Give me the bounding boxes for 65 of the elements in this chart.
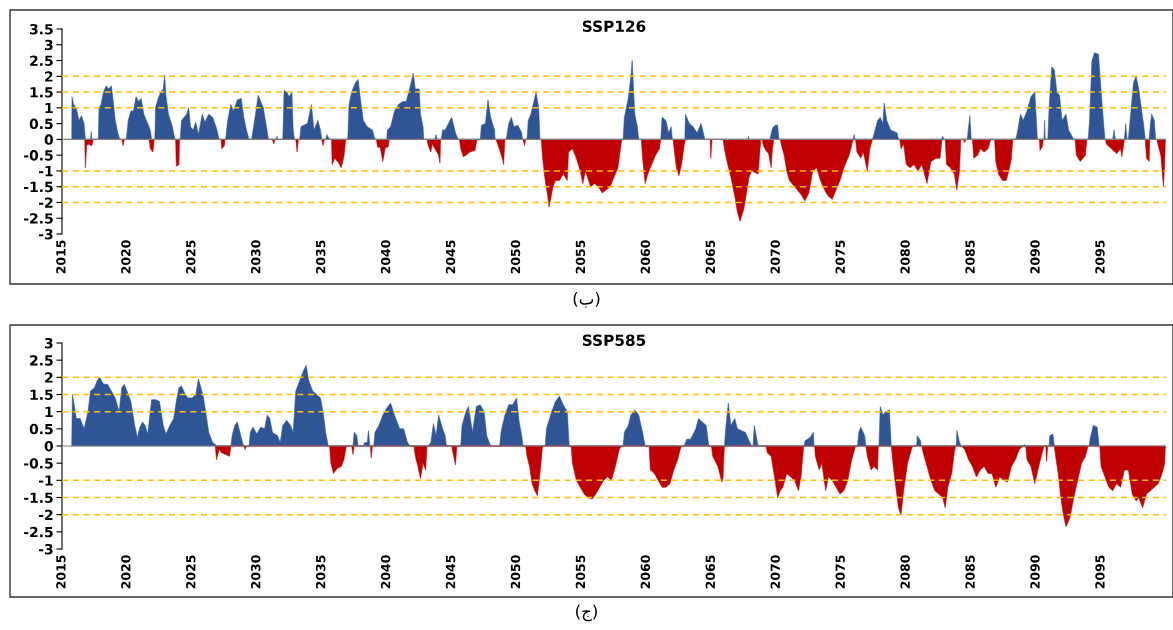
x-tick-label: 2055: [575, 240, 586, 274]
x-tick-label: 2050: [510, 555, 521, 589]
x-tick-label: 2080: [900, 240, 910, 274]
x-tick-label: 2085: [965, 555, 975, 589]
y-tick-label: 1.5: [30, 389, 53, 400]
x-tick-label: 2035: [315, 555, 326, 589]
y-tick-label: -2.5: [24, 213, 53, 224]
y-tick-label: 0.5: [29, 423, 53, 435]
y-tick-label: 2.5: [30, 355, 53, 366]
y-tick-label: -1: [38, 475, 53, 486]
y-tick-label: -3: [38, 228, 53, 240]
x-tick-label: 2040: [380, 555, 391, 589]
y-tick-label: -1.5: [24, 181, 53, 193]
y-tick-label: -1.5: [24, 492, 53, 503]
y-tick-label: -0.5: [24, 458, 53, 469]
x-tick-label: 2095: [1095, 240, 1105, 274]
y-tick-label: 1.5: [30, 87, 53, 98]
y-tick-label: 2.5: [30, 55, 53, 67]
x-tick-label: 2045: [445, 240, 456, 274]
y-tick-label: 3: [44, 337, 53, 349]
x-tick-label: 2035: [315, 240, 326, 274]
y-tick-label: -2.5: [24, 526, 53, 538]
x-tick-label: 2060: [640, 555, 651, 589]
chart-title: SSP585: [582, 334, 646, 346]
x-tick-label: 2030: [251, 240, 261, 274]
y-tick-label: -2: [38, 197, 53, 208]
x-tick-label: 2050: [510, 240, 521, 274]
y-tick-label: -2: [38, 509, 53, 520]
y-tick-label: 3.5: [29, 23, 53, 35]
text: (ب): [573, 291, 600, 308]
y-tick-label: -1: [38, 166, 53, 177]
x-tick-label: 2070: [770, 555, 780, 589]
y-tick-label: 3: [44, 39, 53, 51]
y-tick-label: 1: [45, 103, 53, 114]
x-tick-label: 2085: [965, 240, 975, 274]
text: (ج): [576, 604, 597, 622]
x-tick-label: 2025: [186, 240, 196, 274]
y-tick-label: -3: [38, 543, 53, 555]
x-tick-label: 2030: [251, 555, 261, 589]
x-tick-label: 2090: [1030, 555, 1040, 589]
x-tick-label: 2065: [705, 555, 716, 589]
y-tick-label: 0: [44, 134, 53, 145]
x-tick-label: 2075: [835, 555, 845, 589]
x-tick-label: 2075: [835, 240, 845, 274]
chart-title: SSP126: [582, 20, 646, 32]
x-tick-label: 2055: [575, 555, 586, 589]
y-tick-label: 0: [44, 440, 53, 452]
y-tick-label: 2: [45, 71, 53, 82]
x-tick-label: 2025: [186, 555, 196, 589]
x-tick-label: 2045: [445, 555, 456, 589]
x-tick-label: 2020: [121, 240, 131, 274]
x-tick-label: 2020: [121, 555, 131, 589]
y-tick-label: 1: [45, 406, 53, 417]
x-tick-label: 2040: [380, 240, 391, 274]
x-tick-label: 2080: [900, 555, 910, 589]
y-tick-label: 2: [45, 372, 53, 383]
y-tick-label: -0.5: [24, 150, 53, 161]
x-tick-label: 2015: [56, 555, 66, 589]
x-tick-label: 2095: [1095, 555, 1105, 589]
x-tick-label: 2070: [770, 240, 780, 274]
x-tick-label: 2060: [640, 240, 651, 274]
x-tick-label: 2015: [56, 240, 66, 274]
x-tick-label: 2090: [1030, 240, 1040, 274]
y-tick-label: 0.5: [29, 118, 53, 130]
x-tick-label: 2065: [705, 240, 716, 274]
